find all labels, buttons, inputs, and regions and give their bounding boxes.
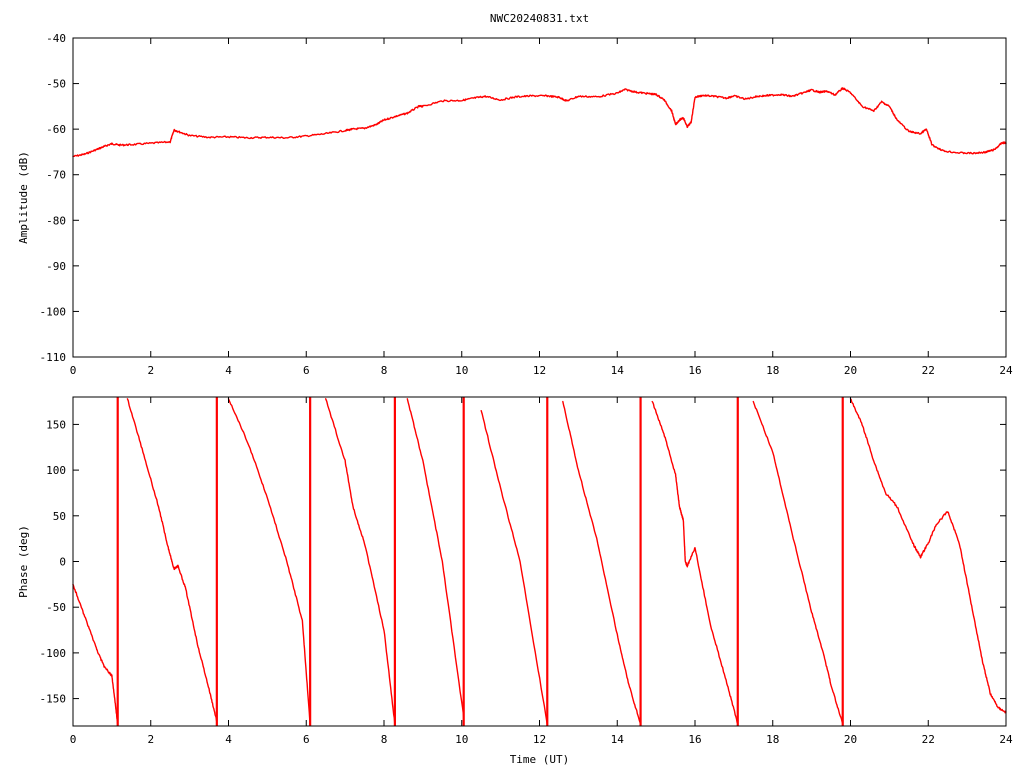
series-line [562,400,642,725]
amplitude-series-layer [72,87,1007,158]
amplitude-tick-labels: 0 2 4 6 8 10 12 14 16 18 20 22 24-40-50-60-70-80-90-… [40,32,1013,377]
x-tick-label: 16 [688,733,701,746]
y-tick-label: -100 [40,647,67,660]
x-tick-label: 4 [225,733,232,746]
y-tick-label: -150 [40,693,67,706]
phase-ticks [72,397,1007,726]
x-tick-label: 6 [303,733,310,746]
x-tick-label: 0 [70,733,77,746]
y-tick-label: -40 [46,32,66,45]
x-tick-label: 16 [688,364,701,377]
x-tick-label: 8 [381,364,388,377]
x-tick-label: 0 [70,364,77,377]
series-line [480,410,548,726]
y-tick-label: -70 [46,169,66,182]
series-line [72,87,1007,158]
x-tick-label: 24 [999,364,1013,377]
x-tick-label: 2 [147,733,154,746]
chart-title: NWC20240831.txt [490,12,589,25]
series-line [651,400,739,724]
series-line [126,398,218,722]
y-tick-label: -60 [46,123,66,136]
x-tick-label: 22 [922,364,935,377]
y-tick-label: 100 [46,464,66,477]
y-tick-label: -100 [40,305,67,318]
x-tick-label: 12 [533,364,546,377]
x-tick-label: 18 [766,364,779,377]
series-line [324,398,396,725]
series-line [72,583,119,726]
x-tick-label: 8 [381,733,388,746]
series-line [227,398,311,726]
series-line [752,400,844,725]
y-tick-label: -80 [46,214,66,227]
x-tick-label: 22 [922,733,935,746]
x-tick-label: 20 [844,733,857,746]
y-tick-label: -110 [40,351,67,364]
phase-plot: 0 2 4 6 8 10 12 14 16 18 20 22 24150100500-50-100-15… [17,396,1013,766]
x-tick-label: 12 [533,733,546,746]
x-tick-label: 24 [999,733,1013,746]
series-line [849,398,1007,714]
x-tick-label: 4 [225,364,232,377]
phase-x-axis-label: Time (UT) [510,753,570,766]
y-tick-label: 0 [59,556,66,569]
x-tick-label: 14 [611,733,625,746]
x-tick-label: 14 [611,364,625,377]
y-tick-label: -50 [46,78,66,91]
y-tick-label: -90 [46,260,66,273]
series-line [406,398,465,718]
amplitude-plot: 0 2 4 6 8 10 12 14 16 18 20 22 24-40-50-60-70-80-90-… [17,32,1013,377]
x-tick-label: 18 [766,733,779,746]
x-tick-label: 2 [147,364,154,377]
x-tick-label: 20 [844,364,857,377]
amplitude-y-axis-label: Amplitude (dB) [17,151,30,244]
y-tick-label: 50 [53,510,66,523]
phase-series-layer [72,397,1007,726]
phase-y-axis-label: Phase (deg) [17,525,30,598]
amplitude-ticks [72,37,1007,358]
y-tick-label: -50 [46,601,66,614]
x-tick-label: 10 [455,733,468,746]
y-tick-label: 150 [46,418,66,431]
phase-tick-labels: 0 2 4 6 8 10 12 14 16 18 20 22 24150100500-50-100-15… [40,418,1013,746]
x-tick-label: 10 [455,364,468,377]
x-tick-label: 6 [303,364,310,377]
